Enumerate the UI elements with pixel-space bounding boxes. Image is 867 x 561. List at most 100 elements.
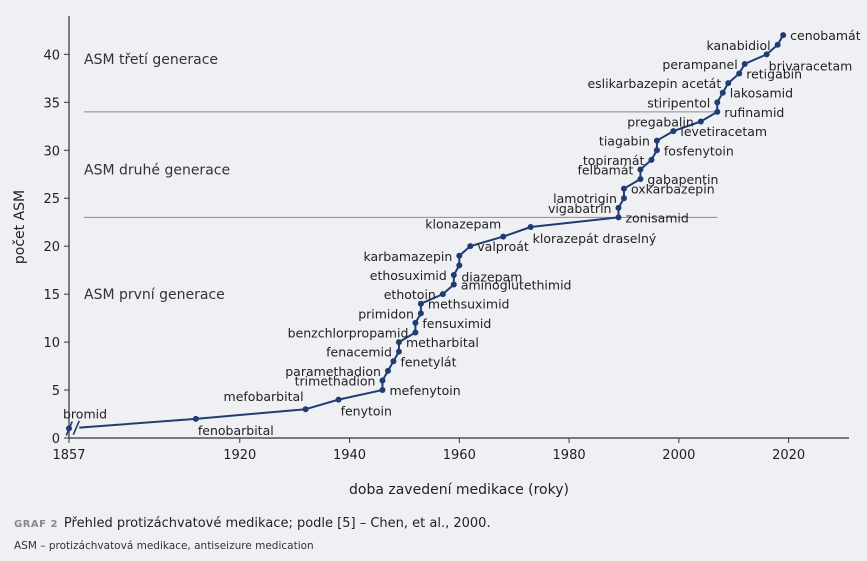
data-point bbox=[379, 387, 386, 394]
data-label: bromid bbox=[63, 406, 107, 421]
data-label: klorazepát draselný bbox=[533, 231, 657, 246]
data-point bbox=[620, 185, 627, 192]
data-label: brivaracetam bbox=[769, 58, 853, 73]
y-tick-label: 20 bbox=[43, 240, 60, 255]
data-label: fensuximid bbox=[422, 316, 491, 331]
data-point bbox=[335, 396, 342, 403]
data-point bbox=[439, 291, 446, 298]
data-label: vigabatrin bbox=[548, 201, 612, 216]
data-label: lamotrigin bbox=[553, 191, 617, 206]
data-point bbox=[395, 339, 402, 346]
data-point bbox=[637, 166, 644, 173]
data-label: oxkarbazepin bbox=[631, 182, 715, 197]
data-label: perampanel bbox=[662, 57, 737, 72]
data-label: aminoglutethimid bbox=[461, 278, 572, 293]
data-point bbox=[736, 70, 743, 77]
data-label: cenobamát bbox=[790, 28, 861, 43]
x-tick-label: 2000 bbox=[662, 448, 695, 463]
data-point bbox=[648, 156, 655, 163]
chart: ASM první generace ASM druhé generace ASM … bbox=[12, 16, 861, 498]
x-tick-label: 1920 bbox=[223, 448, 256, 463]
data-label: methsuximid bbox=[428, 297, 510, 312]
x-axis-label: doba zavedení medikace (roky) bbox=[349, 482, 569, 498]
data-label: valproát bbox=[477, 239, 529, 254]
data-label: stiripentol bbox=[647, 95, 710, 110]
y-tick-label: 15 bbox=[43, 288, 60, 303]
data-label: ethotoin bbox=[384, 287, 436, 302]
data-label: mefenytoin bbox=[389, 383, 460, 398]
data-point bbox=[302, 406, 309, 413]
data-label: felbamát bbox=[578, 162, 634, 177]
data-label: paramethadion bbox=[285, 364, 381, 379]
y-tick-label: 25 bbox=[43, 192, 60, 207]
data-point bbox=[450, 281, 457, 288]
data-label: rufinamid bbox=[724, 105, 784, 120]
data-label: retigabin bbox=[746, 67, 802, 82]
data-point bbox=[637, 176, 644, 183]
x-tick-label: 1960 bbox=[443, 448, 476, 463]
data-point bbox=[192, 415, 199, 422]
abbreviation-note: ASM – protizáchvatová medikace, antiseiz… bbox=[14, 540, 314, 552]
y-tick-label: 35 bbox=[43, 96, 60, 111]
x-tick-label: 1980 bbox=[553, 448, 586, 463]
data-label: fosfenytoin bbox=[664, 143, 734, 158]
figure-caption-text: Přehled protizáchvatové medikace; podle … bbox=[63, 516, 491, 531]
data-label: metharbital bbox=[406, 335, 479, 350]
data-point bbox=[780, 32, 787, 39]
data-point bbox=[697, 118, 704, 125]
data-label: fenetylát bbox=[400, 354, 456, 369]
x-tick-label: 2020 bbox=[772, 448, 805, 463]
data-label: mefobarbital bbox=[224, 389, 304, 404]
data-point bbox=[763, 51, 770, 58]
data-point bbox=[653, 137, 660, 144]
data-point bbox=[615, 204, 622, 211]
data-label: topiramát bbox=[583, 153, 645, 168]
data-point bbox=[620, 195, 627, 202]
data-label: kanabidiol bbox=[706, 38, 770, 53]
data-label: gabapentin bbox=[647, 172, 718, 187]
figure-caption-label: GRAF 2 bbox=[14, 519, 58, 530]
generation-label: ASM první generace bbox=[84, 287, 225, 303]
data-point bbox=[417, 310, 424, 317]
data-point bbox=[456, 262, 463, 269]
data-label: zonisamid bbox=[625, 210, 688, 225]
generation-label: ASM druhé generace bbox=[84, 162, 230, 178]
generation-label: ASM třetí generace bbox=[84, 52, 218, 68]
data-point bbox=[450, 271, 457, 278]
data-label: diazepam bbox=[461, 269, 522, 284]
data-label: klonazepam bbox=[425, 217, 501, 232]
data-point bbox=[670, 128, 677, 135]
data-label: primidon bbox=[358, 306, 414, 321]
y-tick-label: 40 bbox=[43, 48, 60, 63]
data-point bbox=[395, 348, 402, 355]
data-point bbox=[412, 319, 419, 326]
data-point bbox=[527, 224, 534, 230]
x-tick-label: 1940 bbox=[333, 448, 366, 463]
data-point bbox=[379, 377, 386, 384]
data-point bbox=[653, 147, 660, 154]
data-point bbox=[467, 243, 474, 250]
data-point bbox=[741, 60, 748, 67]
data-label: eslikarbazepin acetát bbox=[587, 76, 721, 91]
data-point bbox=[725, 80, 732, 87]
y-tick-label: 0 bbox=[52, 432, 60, 447]
data-point bbox=[384, 367, 391, 374]
data-point bbox=[615, 214, 622, 221]
data-label: tiagabin bbox=[599, 134, 650, 149]
data-label: benzchlorpropamid bbox=[288, 326, 409, 341]
data-point bbox=[390, 358, 397, 365]
data-point bbox=[66, 425, 72, 432]
data-point bbox=[500, 233, 507, 240]
data-point bbox=[774, 41, 781, 48]
figure-caption: GRAF 2 Přehled protizáchvatové medikace; … bbox=[14, 516, 491, 531]
data-label: pregabalin bbox=[627, 115, 694, 130]
data-point bbox=[412, 329, 419, 336]
data-point bbox=[714, 108, 721, 115]
axis-break-mark bbox=[72, 420, 80, 436]
data-label: trimethadion bbox=[295, 373, 376, 388]
data-label: fenobarbital bbox=[198, 423, 274, 438]
y-tick-label: 10 bbox=[43, 336, 60, 351]
data-label: fenacemid bbox=[326, 345, 392, 360]
data-point bbox=[714, 99, 721, 106]
y-tick-label: 5 bbox=[52, 384, 60, 399]
